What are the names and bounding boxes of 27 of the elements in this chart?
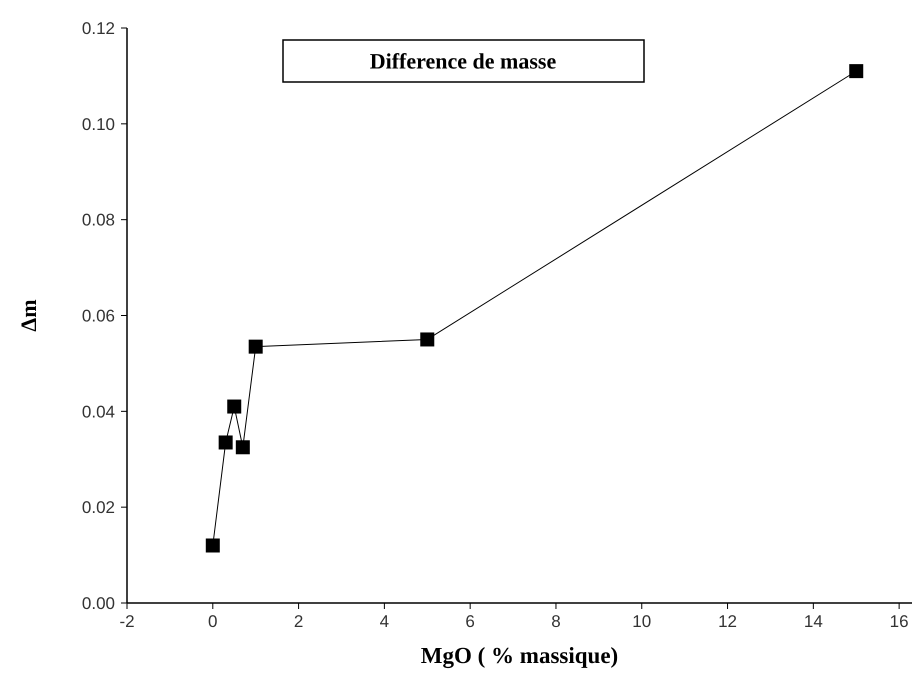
y-tick-label: 0.02: [82, 498, 115, 518]
y-axis-title: Δm: [16, 299, 41, 332]
point: [218, 435, 233, 450]
point: [227, 400, 242, 414]
x-tick-label: 6: [465, 612, 475, 631]
point: [420, 332, 434, 346]
y-tick-label: 0.00: [82, 594, 115, 613]
point: [248, 340, 263, 354]
y-tick-label: 0.08: [82, 210, 115, 230]
x-tick-label: 10: [632, 612, 652, 631]
y-tick-label: 0.04: [82, 402, 115, 422]
x-tick-label: 14: [804, 612, 823, 631]
x-tick-label: 4: [380, 612, 390, 631]
point: [236, 440, 250, 454]
point: [206, 538, 220, 552]
x-tick-label: 2: [294, 612, 304, 631]
x-tick-label: 8: [551, 612, 561, 631]
y-tick-label: 0.12: [82, 18, 115, 38]
x-tick-label: -2: [119, 612, 135, 631]
x-tick-label: 16: [890, 612, 909, 631]
y-tick-label: 0.06: [82, 306, 115, 326]
x-tick-label: 0: [208, 612, 218, 631]
x-axis-title: MgO ( % massique): [420, 643, 618, 669]
point: [849, 64, 864, 78]
y-tick-label: 0.10: [82, 114, 115, 134]
text: Difference de masse: [370, 48, 556, 74]
x-tick-label: 12: [718, 612, 738, 631]
